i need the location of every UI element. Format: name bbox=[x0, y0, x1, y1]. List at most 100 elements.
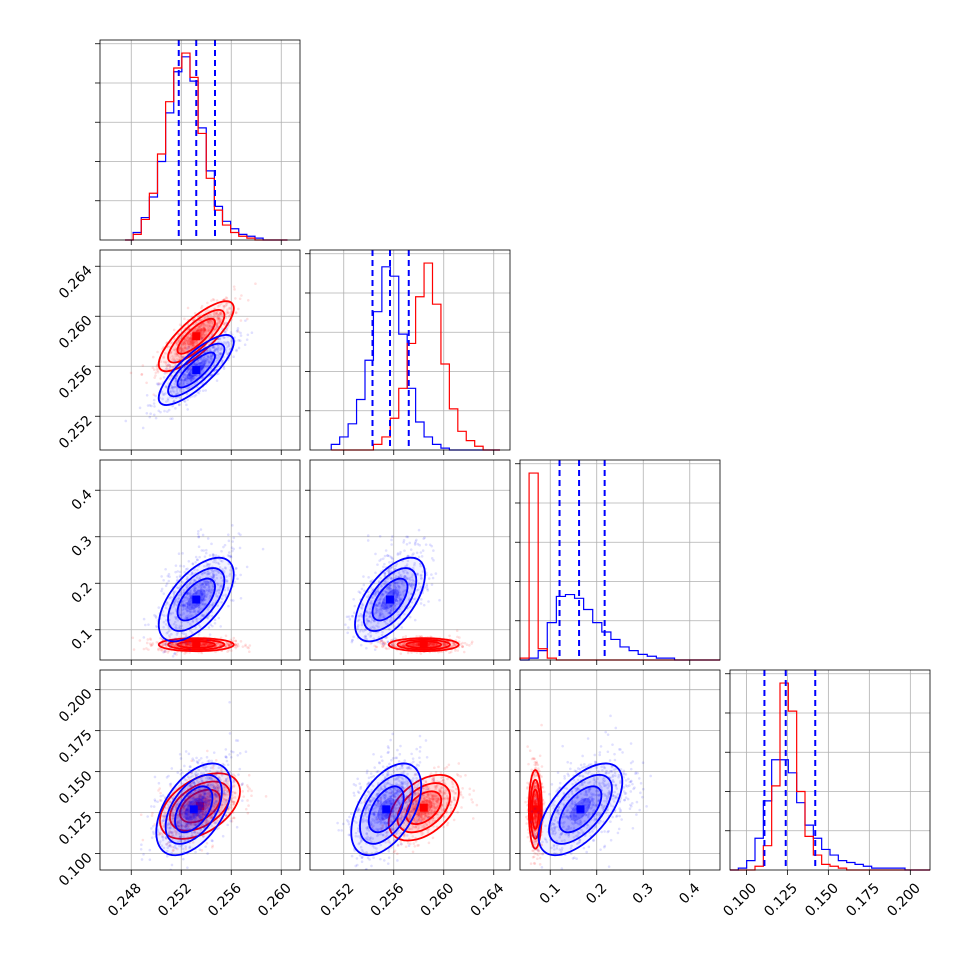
blue-scatter-point bbox=[209, 349, 212, 352]
red-scatter-point bbox=[174, 829, 178, 832]
red-scatter-point bbox=[203, 642, 207, 646]
blue-histogram bbox=[730, 759, 930, 871]
red-scatter-point bbox=[431, 643, 435, 647]
blue-scatter-point bbox=[211, 345, 215, 349]
red-scatter-point bbox=[193, 312, 197, 315]
red-scatter-point bbox=[410, 642, 414, 646]
blue-scatter-point bbox=[190, 594, 193, 598]
blue-scatter-point bbox=[223, 543, 227, 547]
red-scatter-point bbox=[190, 342, 193, 345]
red-scatter-point bbox=[233, 796, 237, 799]
blue-scatter-point bbox=[184, 635, 188, 638]
blue-scatter-point bbox=[189, 594, 192, 598]
red-scatter-point bbox=[199, 794, 202, 797]
blue-scatter-point bbox=[187, 374, 191, 377]
red-scatter-point bbox=[197, 814, 201, 817]
blue-scatter-point bbox=[365, 610, 369, 613]
blue-scatter-point bbox=[410, 585, 413, 588]
blue-scatter-point bbox=[189, 581, 192, 585]
blue-scatter-point bbox=[377, 602, 381, 605]
blue-scatter-point bbox=[416, 572, 419, 575]
red-scatter-point bbox=[149, 643, 153, 647]
blue-scatter-point bbox=[198, 555, 201, 559]
blue-scatter-point bbox=[206, 355, 210, 359]
blue-scatter-point bbox=[384, 606, 388, 610]
blue-scatter-point bbox=[217, 356, 221, 360]
red-scatter-point bbox=[184, 642, 188, 646]
blue-scatter-point bbox=[231, 549, 234, 553]
blue-scatter-point bbox=[185, 615, 188, 618]
red-scatter-point bbox=[158, 787, 162, 790]
blue-scatter-point bbox=[189, 610, 193, 613]
blue-scatter-point bbox=[176, 618, 180, 622]
red-scatter-point bbox=[185, 642, 188, 646]
blue-scatter-point bbox=[383, 554, 387, 558]
red-scatter-point bbox=[201, 796, 204, 800]
red-scatter-point bbox=[190, 333, 193, 336]
blue-scatter-point bbox=[360, 607, 364, 610]
blue-scatter-point bbox=[420, 577, 423, 580]
blue-scatter-point bbox=[438, 598, 441, 602]
red-scatter-point bbox=[200, 643, 204, 647]
blue-scatter-point bbox=[220, 346, 224, 349]
blue-scatter-point bbox=[182, 603, 185, 606]
red-scatter-point bbox=[190, 340, 193, 343]
blue-scatter-point bbox=[226, 579, 229, 583]
blue-scatter-point bbox=[374, 606, 378, 610]
blue-scatter-point bbox=[176, 600, 180, 604]
blue-scatter-point bbox=[388, 611, 391, 615]
blue-scatter-point bbox=[185, 403, 188, 407]
blue-scatter-point bbox=[218, 566, 222, 569]
blue-scatter-point bbox=[200, 593, 204, 596]
red-scatter-point bbox=[215, 299, 219, 302]
blue-scatter-point bbox=[172, 591, 176, 594]
blue-scatter-point bbox=[187, 370, 190, 374]
blue-scatter-point bbox=[175, 642, 179, 645]
blue-scatter-point bbox=[411, 583, 415, 587]
blue-contour bbox=[176, 577, 216, 622]
blue-scatter-point bbox=[177, 552, 181, 556]
panel-frame bbox=[99, 249, 301, 451]
blue-scatter-point bbox=[179, 564, 182, 568]
red-scatter-point bbox=[212, 298, 216, 302]
blue-scatter-point bbox=[390, 604, 393, 608]
blue-scatter-point bbox=[356, 625, 359, 629]
blue-scatter-point bbox=[222, 545, 225, 549]
blue-scatter-point bbox=[188, 372, 191, 376]
blue-scatter-point bbox=[170, 632, 173, 636]
blue-scatter-point bbox=[389, 587, 393, 591]
blue-scatter-point bbox=[190, 376, 194, 380]
blue-scatter-point bbox=[226, 554, 230, 557]
red-scatter-point bbox=[168, 365, 172, 368]
blue-scatter-point bbox=[376, 621, 380, 625]
red-scatter-point bbox=[201, 815, 205, 819]
blue-scatter-point bbox=[186, 598, 189, 601]
blue-scatter-point bbox=[213, 621, 217, 625]
blue-scatter-point bbox=[227, 604, 230, 608]
red-scatter-point bbox=[153, 823, 157, 826]
panel-frame bbox=[99, 459, 301, 661]
red-scatter-point bbox=[201, 335, 205, 339]
red-scatter-point bbox=[209, 816, 213, 819]
red-scatter-point bbox=[228, 314, 232, 317]
blue-scatter-point bbox=[379, 597, 382, 600]
red-scatter-point bbox=[164, 360, 168, 364]
red-scatter-point bbox=[216, 787, 220, 790]
red-scatter-point bbox=[205, 642, 208, 645]
blue-scatter-point bbox=[232, 547, 236, 551]
red-scatter-point bbox=[188, 337, 192, 341]
red-scatter-point bbox=[201, 336, 205, 339]
blue-scatter-point bbox=[216, 350, 220, 354]
red-contour bbox=[167, 638, 226, 651]
red-scatter-point bbox=[181, 824, 184, 828]
red-scatter-point bbox=[201, 810, 205, 814]
red-scatter-point bbox=[189, 644, 192, 647]
red-scatter-point bbox=[224, 779, 228, 782]
red-scatter-point bbox=[184, 339, 187, 343]
blue-scatter-point bbox=[186, 567, 189, 571]
blue-scatter-point bbox=[389, 608, 393, 612]
red-scatter-point bbox=[399, 652, 403, 655]
red-scatter-point bbox=[189, 816, 192, 819]
red-contour bbox=[176, 317, 216, 355]
blue-scatter-point bbox=[410, 582, 414, 586]
